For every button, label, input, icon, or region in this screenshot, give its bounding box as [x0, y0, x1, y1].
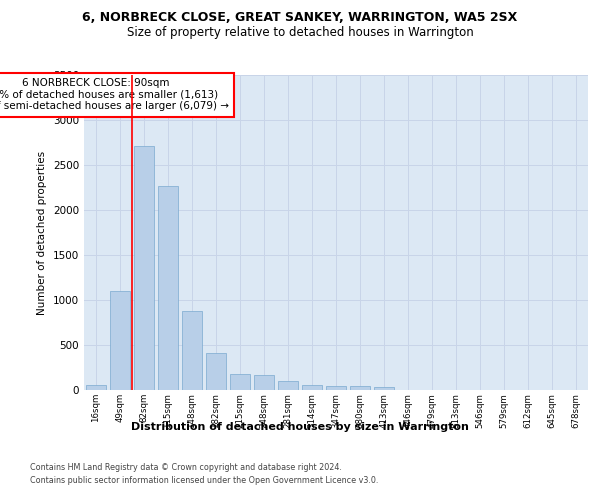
Bar: [326, 386, 346, 390]
Text: 6 NORBRECK CLOSE: 90sqm
← 21% of detached houses are smaller (1,613)
78% of semi: 6 NORBRECK CLOSE: 90sqm ← 21% of detache…: [0, 78, 229, 112]
Y-axis label: Number of detached properties: Number of detached properties: [37, 150, 47, 314]
Bar: [230, 374, 250, 390]
Bar: [278, 382, 298, 390]
Text: Contains HM Land Registry data © Crown copyright and database right 2024.: Contains HM Land Registry data © Crown c…: [30, 462, 342, 471]
Bar: [86, 385, 106, 390]
Bar: [182, 311, 202, 390]
Bar: [158, 186, 178, 390]
Bar: [206, 352, 226, 390]
Text: Contains public sector information licensed under the Open Government Licence v3: Contains public sector information licen…: [30, 476, 379, 485]
Bar: [134, 146, 154, 390]
Text: Size of property relative to detached houses in Warrington: Size of property relative to detached ho…: [127, 26, 473, 39]
Text: Distribution of detached houses by size in Warrington: Distribution of detached houses by size …: [131, 422, 469, 432]
Bar: [254, 375, 274, 390]
Bar: [302, 384, 322, 390]
Text: 6, NORBRECK CLOSE, GREAT SANKEY, WARRINGTON, WA5 2SX: 6, NORBRECK CLOSE, GREAT SANKEY, WARRING…: [82, 11, 518, 24]
Bar: [110, 291, 130, 390]
Bar: [374, 388, 394, 390]
Bar: [350, 386, 370, 390]
